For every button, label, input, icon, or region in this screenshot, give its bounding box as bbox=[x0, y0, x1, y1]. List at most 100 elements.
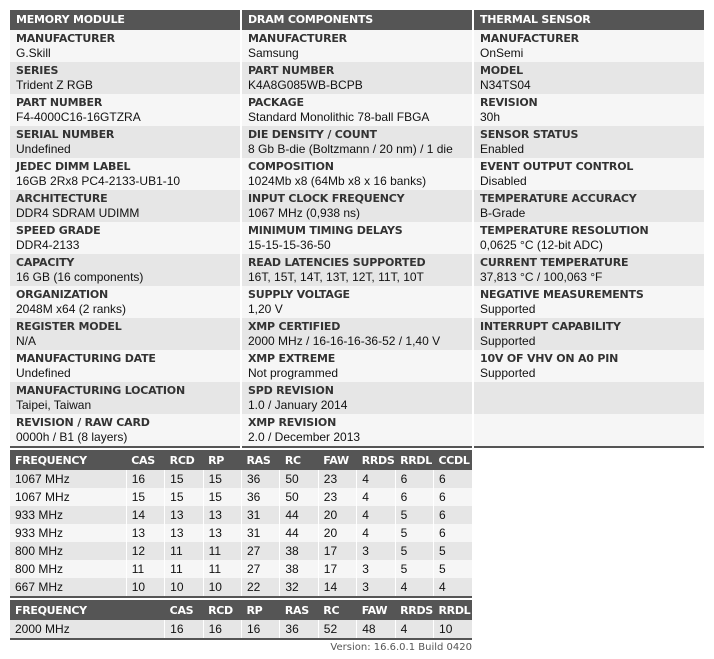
table-cell: 10 bbox=[125, 578, 165, 597]
table-cell: 13 bbox=[164, 506, 204, 524]
item-label: EVENT OUTPUT CONTROL bbox=[480, 160, 634, 173]
item-value: Enabled bbox=[480, 142, 525, 156]
table-cell: 52 bbox=[317, 620, 357, 639]
table-cell: 3 bbox=[356, 542, 396, 560]
item-label: MANUFACTURER bbox=[480, 32, 579, 45]
info-item: JEDEC DIMM LABEL 16GB 2Rx8 PC4-2133-UB1-1… bbox=[10, 158, 240, 190]
table-cell: 5 bbox=[394, 506, 434, 524]
item-label: MANUFACTURING LOCATION bbox=[16, 384, 185, 397]
table-cell: 38 bbox=[279, 542, 319, 560]
item-value: Trident Z RGB bbox=[16, 78, 93, 92]
item-value: 1.0 / January 2014 bbox=[248, 398, 348, 412]
table-cell: 10 bbox=[164, 578, 204, 597]
item-label: CURRENT TEMPERATURE bbox=[480, 256, 629, 269]
table-cell: 11 bbox=[164, 560, 204, 578]
item-value: 1067 MHz (0,938 ns) bbox=[248, 206, 361, 220]
item-label: MINIMUM TIMING DELAYS bbox=[248, 224, 403, 237]
item-label: READ LATENCIES SUPPORTED bbox=[248, 256, 426, 269]
table-cell: 15 bbox=[202, 470, 242, 488]
jedec-timings-table: FREQUENCY CAS RCD RP RAS RC FAW RRDS RRDL CCDL 106… bbox=[10, 450, 472, 598]
info-item: PACKAGE Standard Monolithic 78-ball FBGA bbox=[242, 94, 472, 126]
item-value: Supported bbox=[480, 366, 536, 380]
xmp-timings-table: FREQUENCY CAS RCD RP RAS RC FAW RRDS RRDL 2000 MH… bbox=[10, 600, 472, 640]
info-item: SERIAL NUMBER Undefined bbox=[10, 126, 240, 158]
column-header: FREQUENCY bbox=[10, 450, 127, 470]
info-item: SPD REVISION 1.0 / January 2014 bbox=[242, 382, 472, 414]
table-cell: 14 bbox=[317, 578, 357, 597]
info-item: ARCHITECTURE DDR4 SDRAM UDIMM bbox=[10, 190, 240, 222]
section-1: DRAM COMPONENTS MANUFACTURER Samsung PART N… bbox=[242, 10, 472, 448]
item-label: SERIES bbox=[16, 64, 59, 77]
table-cell: 31 bbox=[240, 506, 280, 524]
info-item bbox=[474, 414, 704, 446]
column-header: FAW bbox=[356, 600, 396, 620]
table-cell: 22 bbox=[240, 578, 280, 597]
table-cell: 50 bbox=[279, 488, 319, 506]
item-value: 2048M x64 (2 ranks) bbox=[16, 302, 127, 316]
item-label: REGISTER MODEL bbox=[16, 320, 122, 333]
table-cell: 3 bbox=[356, 578, 396, 597]
item-value: DDR4 SDRAM UDIMM bbox=[16, 206, 140, 220]
table-row: 800 MHz 12 11 11 27 38 17 3 5 5 bbox=[10, 542, 472, 560]
table-cell: 16 bbox=[164, 620, 204, 639]
section-title: MEMORY MODULE bbox=[10, 10, 240, 30]
item-label: XMP REVISION bbox=[248, 416, 337, 429]
column-header: RP bbox=[203, 450, 242, 470]
item-label: SENSOR STATUS bbox=[480, 128, 579, 141]
item-value: 16T, 15T, 14T, 13T, 12T, 11T, 10T bbox=[248, 270, 424, 284]
item-value: N/A bbox=[16, 334, 37, 348]
item-label: MANUFACTURING DATE bbox=[16, 352, 156, 365]
table-cell: 20 bbox=[317, 506, 357, 524]
item-value: F4-4000C16-16GTZRA bbox=[16, 110, 141, 124]
item-label: ARCHITECTURE bbox=[16, 192, 108, 205]
info-item: EVENT OUTPUT CONTROL Disabled bbox=[474, 158, 704, 190]
table-cell: 12 bbox=[125, 542, 165, 560]
item-label: SUPPLY VOLTAGE bbox=[248, 288, 350, 301]
info-item: PART NUMBER F4-4000C16-16GTZRA bbox=[10, 94, 240, 126]
column-header: FREQUENCY bbox=[10, 600, 165, 620]
table-cell: 23 bbox=[317, 470, 357, 488]
table-cell: 933 MHz bbox=[10, 506, 127, 524]
table-cell: 800 MHz bbox=[10, 542, 127, 560]
table-cell: 6 bbox=[433, 506, 472, 524]
table-row: 933 MHz 13 13 13 31 44 20 4 5 6 bbox=[10, 524, 472, 542]
table-row: 1067 MHz 16 15 15 36 50 23 4 6 6 bbox=[10, 470, 472, 488]
table-cell: 5 bbox=[394, 524, 434, 542]
info-item: CAPACITY 16 GB (16 components) bbox=[10, 254, 240, 286]
item-label: INTERRUPT CAPABILITY bbox=[480, 320, 621, 333]
table-cell: 13 bbox=[202, 524, 242, 542]
info-item: MANUFACTURER OnSemi bbox=[474, 30, 704, 62]
item-label: SPEED GRADE bbox=[16, 224, 101, 237]
item-value: 1,20 V bbox=[248, 302, 283, 316]
table-cell: 27 bbox=[240, 560, 280, 578]
item-value: Standard Monolithic 78-ball FBGA bbox=[248, 110, 430, 124]
table-cell: 15 bbox=[125, 488, 165, 506]
info-item: TEMPERATURE ACCURACY B-Grade bbox=[474, 190, 704, 222]
column-header: RRDL bbox=[395, 450, 434, 470]
item-value: 0000h / B1 (8 layers) bbox=[16, 430, 128, 444]
item-value: B-Grade bbox=[480, 206, 526, 220]
info-item: COMPOSITION 1024Mb x8 (64Mb x8 x 16 banks… bbox=[242, 158, 472, 190]
table-cell: 5 bbox=[394, 560, 434, 578]
table-cell: 23 bbox=[317, 488, 357, 506]
item-label: MANUFACTURER bbox=[248, 32, 347, 45]
table-cell: 20 bbox=[317, 524, 357, 542]
info-item: REGISTER MODEL N/A bbox=[10, 318, 240, 350]
table-cell: 800 MHz bbox=[10, 560, 127, 578]
item-label: MODEL bbox=[480, 64, 523, 77]
item-label: 10V OF VHV ON A0 PIN bbox=[480, 352, 619, 365]
item-value: Samsung bbox=[248, 46, 299, 60]
table-cell: 16 bbox=[202, 620, 242, 639]
table-cell: 5 bbox=[394, 542, 434, 560]
table-cell: 6 bbox=[433, 524, 472, 542]
table-cell: 4 bbox=[394, 578, 434, 597]
column-header: CAS bbox=[126, 450, 165, 470]
table-cell: 27 bbox=[240, 542, 280, 560]
info-item: MANUFACTURING DATE Undefined bbox=[10, 350, 240, 382]
info-item: MANUFACTURING LOCATION Taipei, Taiwan bbox=[10, 382, 240, 414]
table-cell: 4 bbox=[356, 524, 396, 542]
info-item: XMP EXTREME Not programmed bbox=[242, 350, 472, 382]
item-value: Supported bbox=[480, 334, 536, 348]
item-value: 37,813 °C / 100,063 °F bbox=[480, 270, 603, 284]
table-cell: 11 bbox=[202, 542, 242, 560]
